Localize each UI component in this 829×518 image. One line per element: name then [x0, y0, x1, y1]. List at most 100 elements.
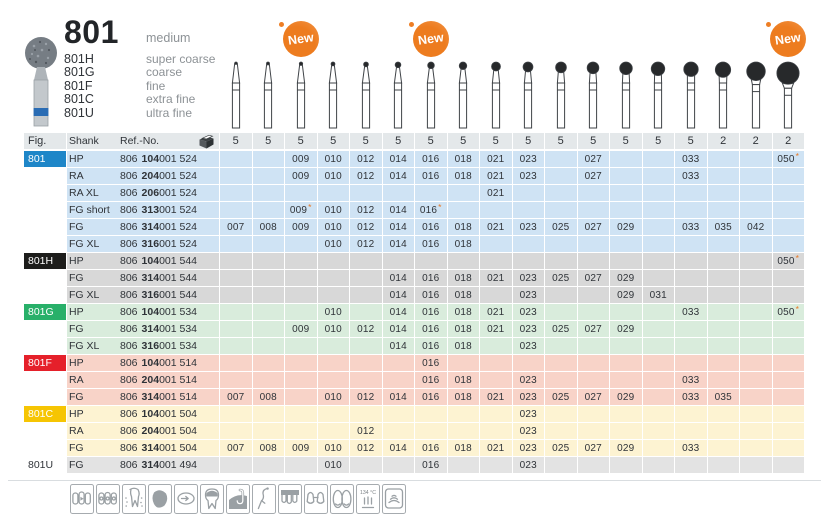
size-cell: 016	[415, 440, 447, 456]
size-cell	[285, 372, 317, 388]
size-cell: 029	[610, 219, 642, 235]
size-cell: 010	[317, 202, 349, 218]
size-cell	[545, 202, 577, 218]
table-row: FG 806 314 001 514 007 008 010 012 014 016 018 021 0…	[24, 389, 805, 405]
table-row: FG 806 314 001 504 007 008 009 010 012 014 016 018 0…	[24, 440, 805, 456]
shank-label: FG	[69, 459, 84, 471]
bur-icon-size-008	[264, 61, 273, 129]
size-cell	[707, 151, 739, 167]
size-value: 033	[682, 170, 700, 182]
size-cell	[707, 185, 739, 201]
size-cell	[480, 253, 512, 269]
size-value: 018	[454, 374, 472, 386]
size-cell: 014	[382, 321, 414, 337]
size-cell: 027	[577, 321, 609, 337]
size-value: 009	[292, 323, 310, 335]
size-cell	[642, 236, 674, 252]
product-photo-diamond-bur	[25, 37, 57, 127]
size-value: 021	[487, 272, 505, 284]
bur-icon-size-023	[522, 61, 534, 129]
size-cell	[610, 202, 642, 218]
size-cell: 018	[447, 338, 479, 354]
ref-prefix: 806	[120, 153, 138, 165]
size-cell	[480, 457, 512, 473]
size-cell: 023	[512, 389, 544, 405]
shank-label: FG short	[69, 204, 110, 216]
size-cell: 023	[512, 270, 544, 286]
size-value: 016	[422, 340, 440, 352]
size-cell: 025	[545, 440, 577, 456]
size-cell	[642, 185, 674, 201]
size-cell	[610, 372, 642, 388]
size-cell	[740, 406, 772, 422]
fig-cell	[24, 168, 66, 184]
size-cell	[740, 185, 772, 201]
size-cell: 012	[350, 236, 382, 252]
ref-prefix: 806	[120, 306, 138, 318]
size-cell	[675, 270, 707, 286]
size-cell	[642, 457, 674, 473]
size-cell	[447, 355, 479, 371]
size-value: 010	[324, 221, 342, 233]
size-cell	[545, 236, 577, 252]
size-value: 012	[357, 442, 375, 454]
size-cell	[707, 321, 739, 337]
new-marker: *	[795, 253, 800, 264]
size-cell: 016 *	[415, 202, 447, 218]
size-cell: 010	[317, 440, 349, 456]
size-cell	[285, 270, 317, 286]
size-cell	[285, 304, 317, 320]
bur-icon-size-031	[651, 61, 666, 129]
size-value: 014	[389, 391, 407, 403]
size-cell	[610, 355, 642, 371]
size-cell: 016	[415, 151, 447, 167]
shank-ref-cell: HP 806 104 001 504	[67, 406, 219, 422]
size-cell: 018	[447, 168, 479, 184]
variant-code: 801U	[64, 105, 94, 120]
orthodontic-bands-icon-glyph	[98, 491, 117, 505]
size-cell	[480, 236, 512, 252]
shank-label: RA XL	[69, 187, 99, 199]
size-cell	[675, 185, 707, 201]
ref-prefix: 806	[120, 272, 138, 284]
size-value: 010	[324, 238, 342, 250]
bur-icon-size-016	[426, 61, 435, 129]
size-cell	[772, 338, 804, 354]
size-cell: 027	[577, 219, 609, 235]
size-cell	[480, 202, 512, 218]
ref-bold: 204	[141, 425, 160, 437]
product-grit: medium	[146, 31, 191, 45]
shank-ref-cell: FG 806 314 001 534	[67, 321, 219, 337]
size-value: 016	[422, 238, 440, 250]
size-cell	[220, 202, 252, 218]
size-cell	[642, 355, 674, 371]
ref-suffix: 001 514	[159, 357, 198, 369]
size-cell	[740, 321, 772, 337]
shank-ref-cell: FG XL 806 316 001 534	[67, 338, 219, 354]
ref-number: 806 204 001 524	[120, 168, 201, 184]
fig-cell	[24, 372, 66, 388]
filling-removal-icon-glyph	[229, 488, 247, 509]
shank-ref-cell: HP 806 104 001 514	[67, 355, 219, 371]
size-cell	[252, 372, 284, 388]
size-value: 023	[519, 272, 537, 284]
size-cell	[480, 355, 512, 371]
size-value: 016	[422, 221, 440, 233]
ref-number: 806 316 001 524	[120, 236, 201, 252]
size-value: 018	[454, 340, 472, 352]
ref-bold: 104	[141, 255, 160, 267]
size-value: 007	[227, 442, 245, 454]
tooth-silhouette-icon-glyph	[152, 490, 168, 508]
size-cell	[220, 185, 252, 201]
size-cell: 027	[577, 168, 609, 184]
size-value: 023	[519, 221, 537, 233]
denture-teeth-icon	[330, 484, 354, 514]
size-cell	[220, 406, 252, 422]
size-value: 010	[324, 459, 342, 471]
shank-ref-cell: RA 806 204 001 514	[67, 372, 219, 388]
size-cell	[740, 440, 772, 456]
ref-suffix: 001 494	[159, 459, 198, 471]
size-value: 023	[519, 170, 537, 182]
size-cell: 016	[415, 321, 447, 337]
variant-row: 801G coarse	[64, 65, 215, 79]
